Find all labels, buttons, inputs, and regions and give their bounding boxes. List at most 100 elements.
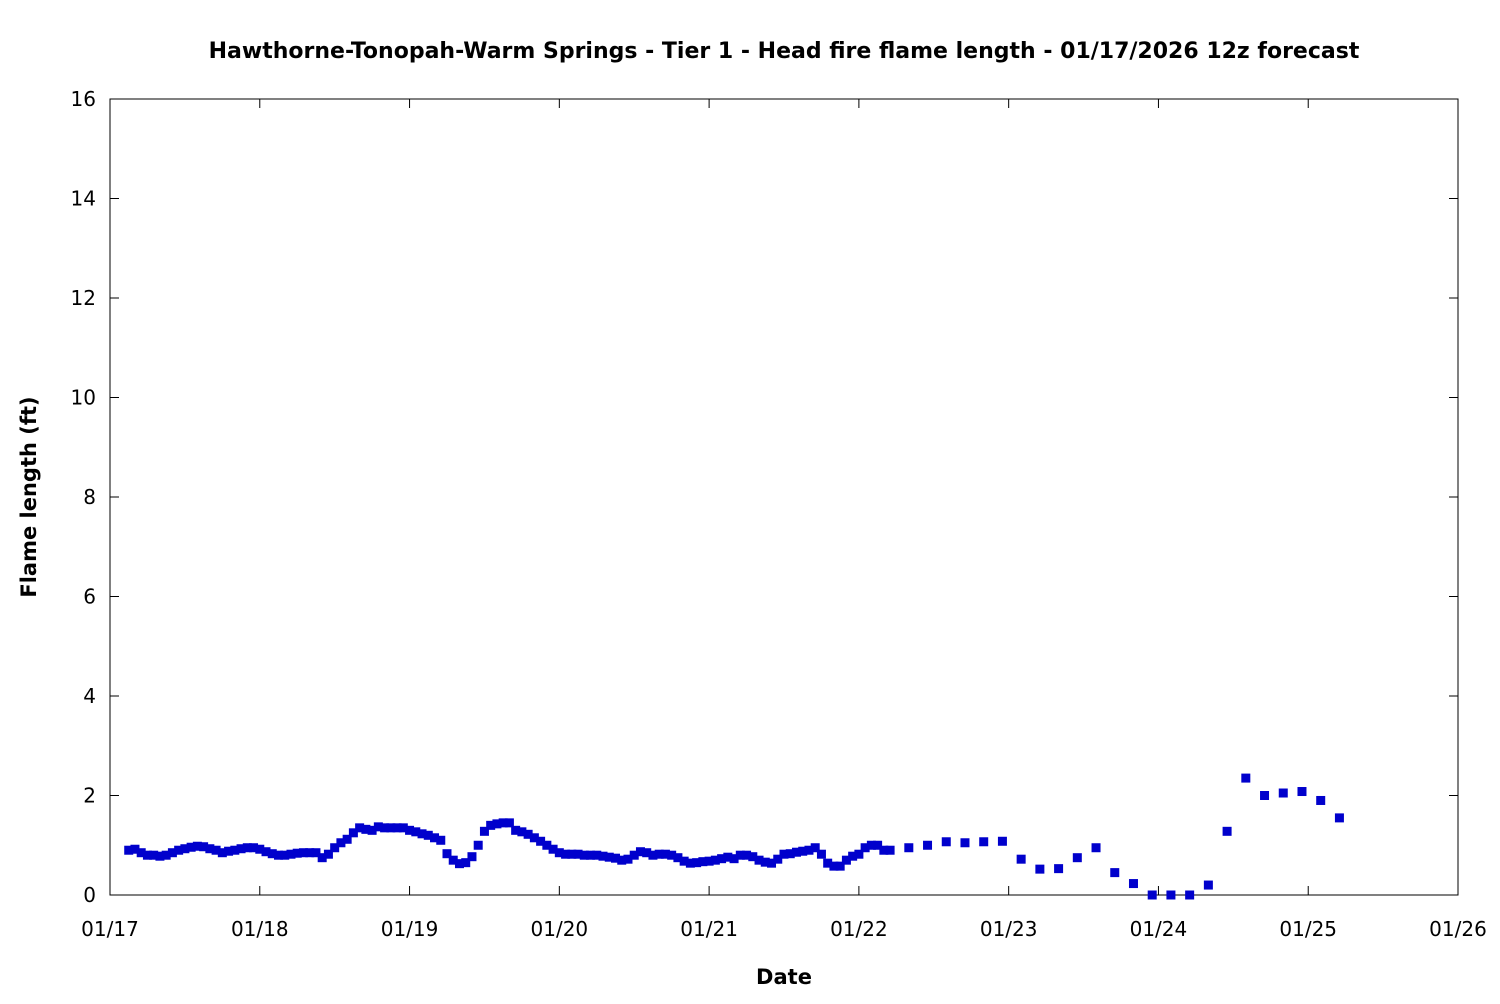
data-point bbox=[330, 843, 340, 853]
data-point bbox=[317, 853, 327, 863]
x-tick-label: 01/18 bbox=[231, 917, 289, 941]
data-point bbox=[742, 850, 752, 860]
data-point bbox=[217, 848, 227, 858]
data-point bbox=[305, 848, 315, 858]
data-point bbox=[923, 840, 933, 850]
data-point bbox=[648, 850, 658, 860]
data-point bbox=[748, 852, 758, 862]
y-tick-label: 8 bbox=[83, 485, 96, 509]
data-point bbox=[1222, 826, 1232, 836]
data-point bbox=[841, 855, 851, 865]
data-point bbox=[848, 851, 858, 861]
data-point bbox=[361, 824, 371, 834]
data-point bbox=[573, 849, 583, 859]
data-point bbox=[292, 848, 302, 858]
data-point bbox=[267, 849, 277, 859]
x-tick-label: 01/23 bbox=[980, 917, 1038, 941]
data-point bbox=[274, 850, 283, 860]
data-point bbox=[180, 844, 190, 854]
data-point bbox=[199, 842, 209, 852]
data-point bbox=[679, 856, 689, 866]
data-point bbox=[498, 818, 508, 828]
data-point bbox=[866, 840, 876, 850]
data-point bbox=[142, 850, 152, 860]
data-point bbox=[298, 848, 308, 858]
y-tick-label: 4 bbox=[83, 684, 96, 708]
y-axis-title: Flame length (ft) bbox=[17, 396, 41, 597]
data-point bbox=[1035, 864, 1045, 874]
data-point bbox=[523, 829, 533, 839]
data-point bbox=[1072, 853, 1082, 863]
data-point bbox=[604, 852, 614, 862]
data-point bbox=[586, 850, 596, 860]
data-point bbox=[873, 840, 883, 850]
data-point bbox=[717, 854, 727, 864]
data-point bbox=[261, 847, 271, 857]
data-point bbox=[823, 858, 833, 868]
data-point bbox=[879, 845, 889, 855]
data-point bbox=[224, 846, 234, 856]
data-point bbox=[1054, 864, 1064, 874]
data-point bbox=[355, 823, 365, 833]
data-point bbox=[492, 819, 502, 829]
data-point bbox=[517, 827, 527, 837]
data-point bbox=[816, 849, 826, 859]
data-point bbox=[486, 820, 496, 830]
data-point bbox=[386, 823, 396, 833]
data-point bbox=[941, 837, 951, 847]
x-tick-label: 01/20 bbox=[531, 917, 589, 941]
data-point bbox=[561, 849, 571, 859]
data-point bbox=[704, 856, 714, 866]
data-point bbox=[448, 855, 458, 865]
data-point bbox=[1128, 879, 1138, 889]
data-point bbox=[136, 848, 146, 858]
data-point bbox=[124, 845, 134, 855]
data-point bbox=[1316, 795, 1326, 805]
data-point bbox=[249, 843, 259, 853]
data-point bbox=[1297, 787, 1307, 797]
data-point bbox=[236, 844, 246, 854]
data-point bbox=[1110, 868, 1120, 878]
data-point bbox=[130, 844, 140, 854]
data-point bbox=[230, 845, 240, 855]
data-point bbox=[617, 855, 627, 865]
data-point bbox=[311, 848, 321, 858]
y-tick-label: 6 bbox=[83, 585, 96, 609]
data-point bbox=[342, 834, 352, 844]
data-point bbox=[373, 822, 383, 832]
data-point bbox=[579, 850, 589, 860]
data-point bbox=[1334, 813, 1344, 823]
data-point bbox=[979, 837, 989, 847]
data-point bbox=[1166, 890, 1176, 900]
data-point bbox=[685, 858, 695, 868]
plot-frame bbox=[109, 98, 1459, 896]
flame-length-series bbox=[124, 773, 1344, 900]
data-point bbox=[380, 823, 390, 833]
data-point bbox=[760, 857, 770, 867]
data-point bbox=[885, 845, 895, 855]
data-point bbox=[673, 853, 683, 863]
data-point bbox=[504, 818, 514, 828]
data-point bbox=[405, 825, 415, 835]
data-point bbox=[430, 833, 440, 843]
data-point bbox=[723, 852, 733, 862]
data-point bbox=[548, 844, 558, 854]
data-point bbox=[442, 849, 452, 859]
y-tick-label: 0 bbox=[83, 883, 96, 907]
data-point bbox=[692, 858, 702, 868]
data-point bbox=[205, 844, 215, 854]
data-point bbox=[598, 851, 608, 861]
data-point bbox=[623, 854, 633, 864]
data-point bbox=[773, 854, 783, 864]
data-point bbox=[348, 828, 358, 838]
data-point bbox=[1091, 843, 1101, 853]
data-point bbox=[511, 825, 521, 835]
data-point bbox=[829, 861, 839, 871]
y-tick-label: 2 bbox=[83, 784, 96, 808]
data-point bbox=[997, 836, 1007, 846]
x-tick-label: 01/21 bbox=[680, 917, 738, 941]
data-point bbox=[810, 843, 820, 853]
data-point bbox=[835, 861, 845, 871]
data-point bbox=[1147, 890, 1157, 900]
data-point bbox=[479, 826, 489, 836]
